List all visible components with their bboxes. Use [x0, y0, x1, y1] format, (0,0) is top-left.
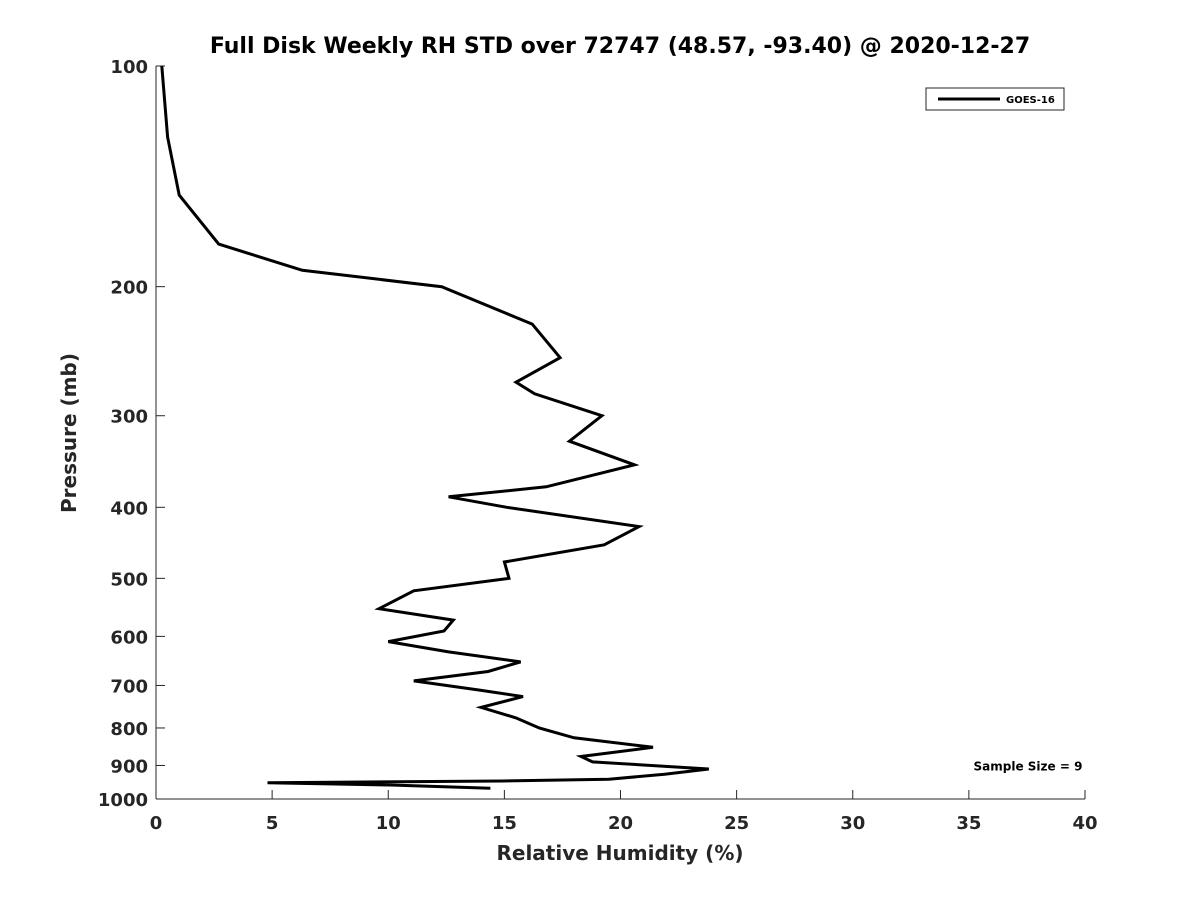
- y-tick-label: 100: [110, 57, 148, 78]
- y-tick-label: 500: [110, 569, 148, 590]
- y-tick-label: 700: [110, 676, 148, 697]
- x-tick-label: 5: [266, 813, 279, 834]
- x-tick-label: 35: [956, 813, 981, 834]
- y-axis-title: Pressure (mb): [57, 353, 81, 513]
- y-tick-label: 600: [110, 627, 148, 648]
- x-tick-label: 30: [840, 813, 865, 834]
- series-line-goes-16: [160, 65, 709, 790]
- x-tick-label: 10: [376, 813, 401, 834]
- x-axis-title: Relative Humidity (%): [496, 841, 743, 865]
- y-tick-label: 800: [110, 719, 148, 740]
- y-tick-label: 900: [110, 756, 148, 777]
- legend-label: GOES-16: [1006, 95, 1055, 106]
- x-tick-label: 25: [724, 813, 749, 834]
- x-tick-label: 20: [608, 813, 633, 834]
- x-tick-label: 15: [492, 813, 517, 834]
- sample-size-annotation: Sample Size = 9: [974, 759, 1083, 773]
- y-tick-label: 1000: [98, 790, 148, 811]
- y-tick-label: 200: [110, 278, 148, 299]
- chart-title: Full Disk Weekly RH STD over 72747 (48.5…: [210, 34, 1030, 59]
- y-tick-label: 400: [110, 498, 148, 519]
- plot-area: 0 5 10 15 20 25 30 35 40 100 200 300 400 500 600 700 800…: [98, 57, 1098, 834]
- y-tick-label: 300: [110, 407, 148, 428]
- x-tick-label: 0: [150, 813, 163, 834]
- x-tick-label: 40: [1072, 813, 1097, 834]
